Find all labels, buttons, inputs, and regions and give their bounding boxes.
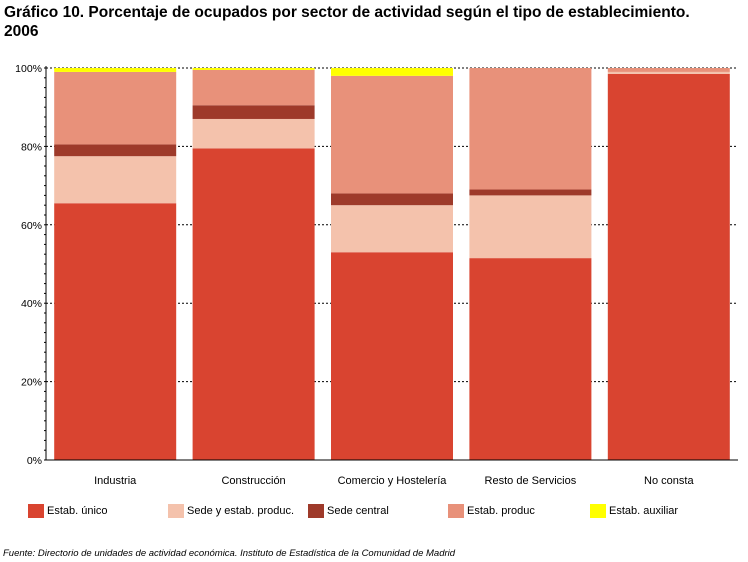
bar-segment (54, 71, 177, 145)
source-note: Fuente: Directorio de unidades de activi… (3, 548, 456, 559)
bar-segment (607, 73, 730, 460)
bar-segment (331, 252, 453, 460)
legend-item: Estab. produc (448, 502, 535, 520)
y-tick-label: 40% (21, 298, 42, 310)
bar-segment (331, 193, 453, 206)
x-tick-label: Resto de Servicios (485, 475, 577, 487)
legend-label: Sede central (327, 505, 389, 517)
y-tick-label: 0% (27, 455, 42, 467)
bar-segment (607, 68, 730, 72)
x-tick-label: Comercio y Hostelería (338, 475, 448, 487)
bar-segment (469, 195, 592, 259)
legend-label: Estab. auxiliar (609, 505, 679, 517)
bar-segment (331, 205, 453, 253)
bar-segment (192, 148, 315, 461)
bar-segment (192, 118, 315, 149)
bar-segment (54, 68, 177, 72)
chart-title-line-1: Gráfico 10. Porcentaje de ocupados por s… (4, 4, 690, 21)
legend-swatch (28, 504, 44, 518)
legend-label: Sede y estab. produc. (187, 505, 295, 517)
bar-segment (54, 203, 177, 461)
bar-segment (54, 156, 177, 204)
y-tick-label: 100% (15, 63, 42, 75)
legend-label: Estab. produc (467, 505, 535, 517)
legend-item: Sede y estab. produc. (168, 502, 294, 520)
y-tick-label: 60% (21, 220, 42, 232)
bar-segment (469, 258, 592, 460)
bar-segment (192, 105, 315, 119)
y-tick-label: 20% (21, 377, 42, 389)
legend-swatch (590, 504, 606, 518)
legend-item: Estab. único (28, 502, 108, 520)
bar-segment (469, 189, 592, 196)
chart-title-line-2: 2006 (4, 23, 39, 40)
x-tick-label: No consta (644, 475, 694, 487)
legend-swatch (308, 504, 324, 518)
legend-swatch (168, 504, 184, 518)
y-tick-label: 80% (21, 141, 42, 153)
bar-segment (192, 68, 315, 70)
bar-segment (331, 75, 453, 194)
legend-item: Sede central (308, 502, 389, 520)
chart-title: Gráfico 10. Porcentaje de ocupados por s… (4, 3, 744, 41)
bar-segment (469, 68, 592, 190)
legend-item: Estab. auxiliar (590, 502, 678, 520)
bar-segment (54, 144, 177, 157)
x-tick-label: Construcción (221, 475, 285, 487)
bar-segment (607, 71, 730, 74)
stacked-bar-chart: 0% 20% 40% 60% 80% 100% Industria Construcción C… (15, 63, 738, 487)
x-tick-label: Industria (94, 475, 137, 487)
bar-segment (192, 69, 315, 106)
bar-segment (331, 68, 453, 76)
legend-label: Estab. único (47, 505, 108, 517)
legend-swatch (448, 504, 464, 518)
